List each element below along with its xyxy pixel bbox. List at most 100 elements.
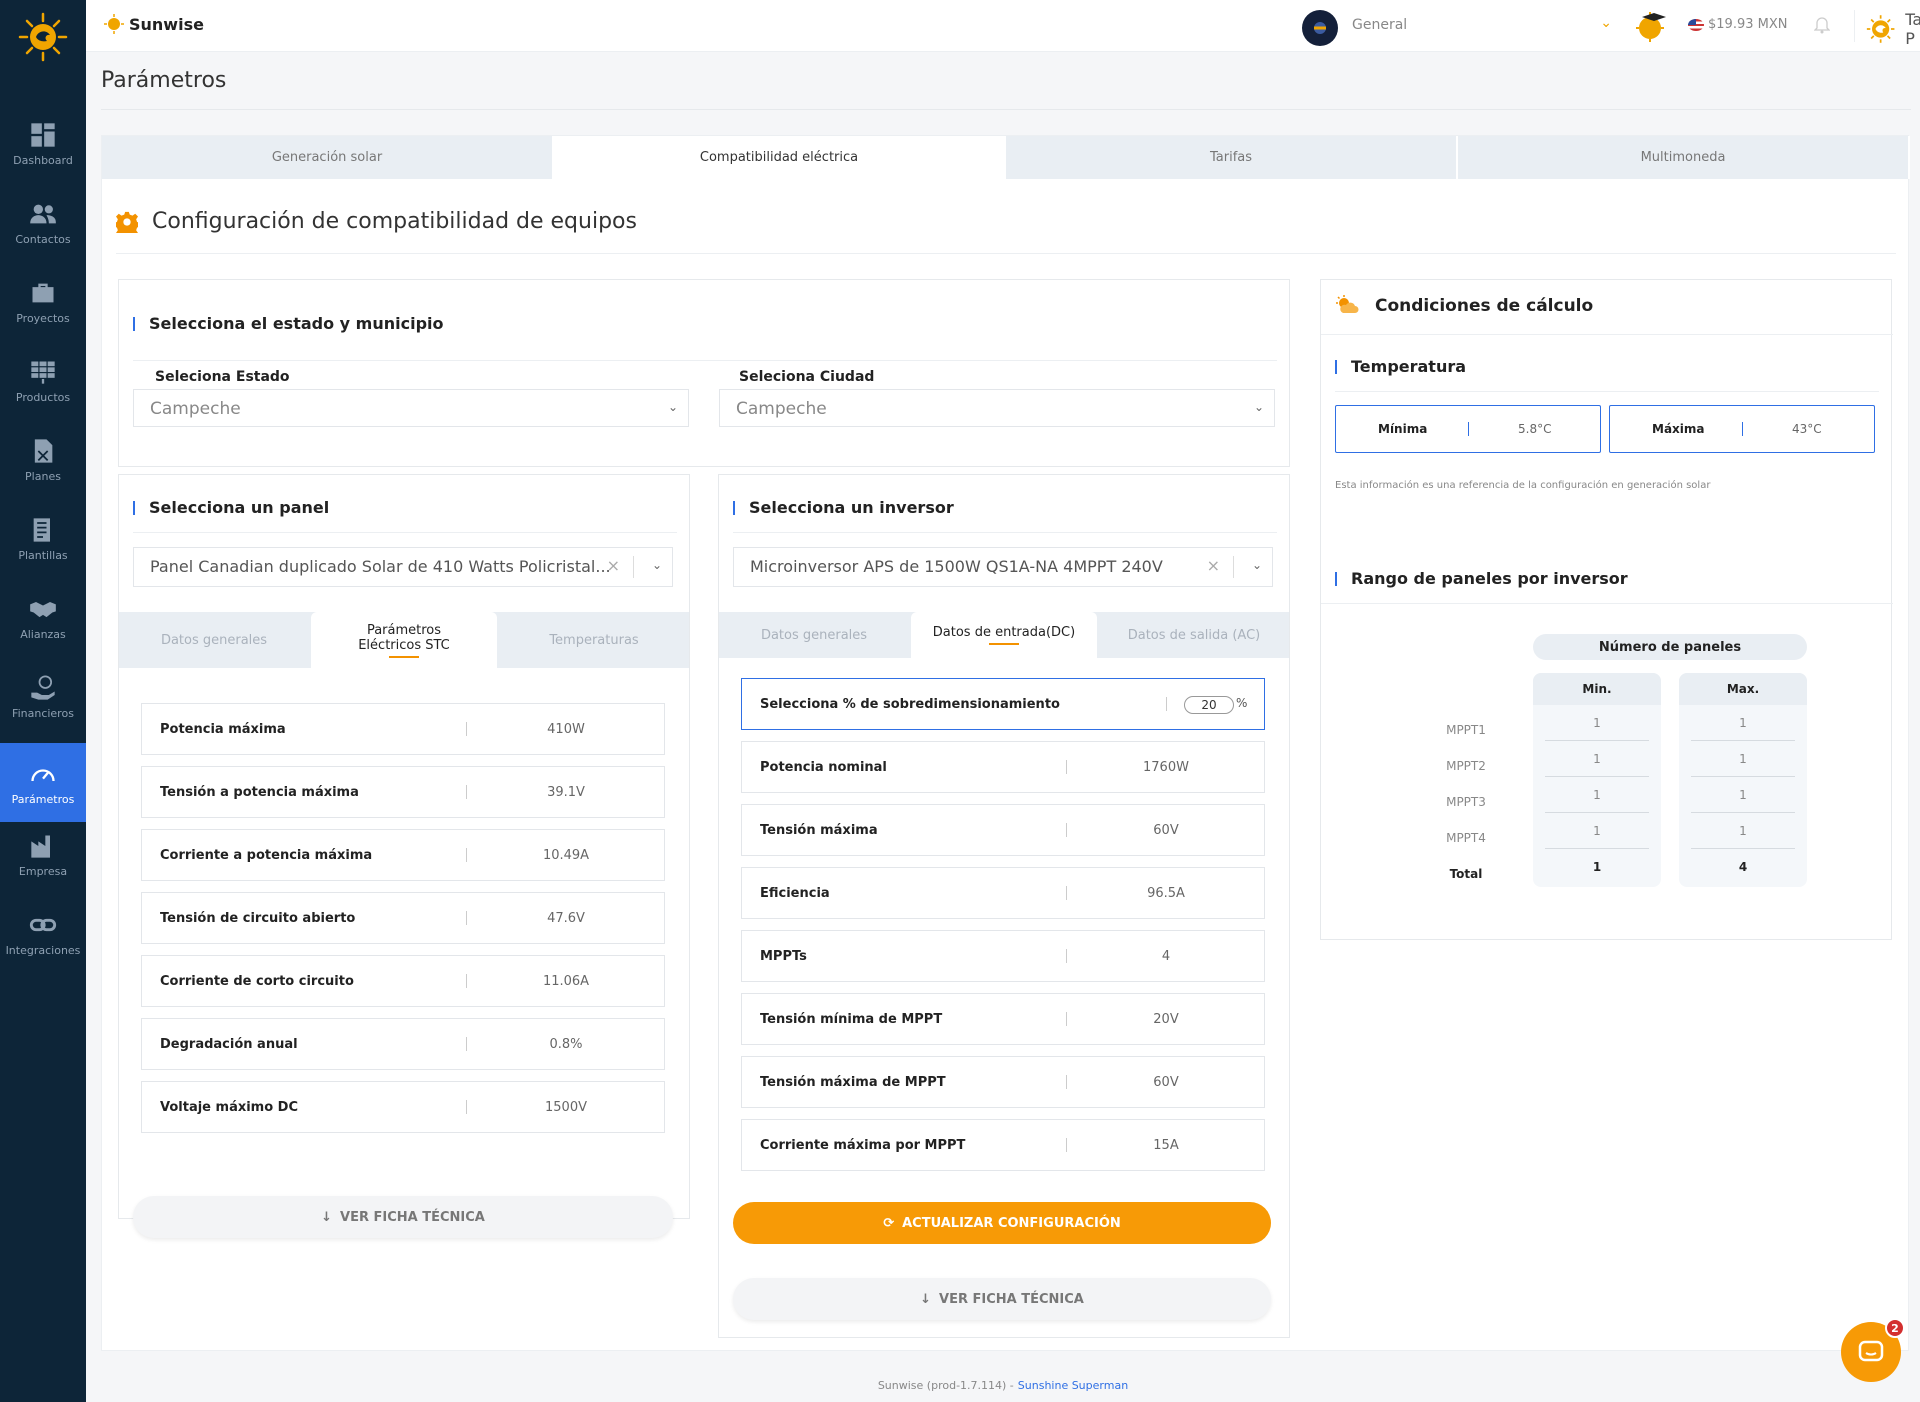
active-underline: [389, 655, 419, 658]
mppt1-min: 1: [1545, 705, 1649, 741]
chevron-down-icon[interactable]: ⌄: [651, 558, 662, 572]
sidebar-item-integraciones[interactable]: Integraciones: [0, 894, 86, 973]
parameter-value: 1760W: [1143, 759, 1189, 775]
handshake-icon: [30, 601, 56, 617]
temp-min-field[interactable]: Mínima 5.8°C: [1335, 405, 1601, 453]
oversize-input[interactable]: 20: [1184, 696, 1234, 714]
panel-card: Selecciona un panel Panel Canadian dupli…: [118, 474, 690, 1238]
refresh-icon: ⟳: [883, 1215, 895, 1231]
header-divider: [1854, 10, 1855, 42]
tab-datos-entrada[interactable]: Datos de entrada(DC): [911, 612, 1097, 658]
parameter-value: 96.5A: [1147, 885, 1185, 901]
speedometer-icon: [31, 768, 55, 781]
actualizar-configuracion-button[interactable]: ⟳ ACTUALIZAR CONFIGURACIÓN: [733, 1202, 1271, 1244]
sidebar-item-label: Planes: [25, 469, 61, 483]
tab-datos-salida[interactable]: Datos de salida (AC): [1101, 612, 1287, 658]
graduation-sun-icon[interactable]: [1632, 8, 1668, 44]
button-label: VER FICHA TÉCNICA: [340, 1209, 485, 1225]
gear-icon: [116, 211, 138, 233]
sidebar-item-productos[interactable]: Productos: [0, 341, 86, 420]
sidebar-item-empresa[interactable]: Empresa: [0, 815, 86, 894]
row-divider: [466, 848, 467, 862]
tab-multimoneda[interactable]: Multimoneda: [1458, 136, 1910, 179]
button-label: ACTUALIZAR CONFIGURACIÓN: [902, 1215, 1121, 1231]
parameter-label: Tensión de circuito abierto: [160, 910, 356, 926]
tab-datos-generales[interactable]: Datos generales: [721, 612, 907, 658]
parameter-label: Potencia nominal: [760, 759, 887, 775]
parameter-row: Corriente de corto circuito 11.06A: [141, 955, 665, 1007]
parameter-row: Corriente máxima por MPPT 15A: [741, 1119, 1265, 1171]
inverter-select[interactable]: Microinversor APS de 1500W QS1A-NA 4MPPT…: [733, 547, 1273, 587]
tab-temperaturas[interactable]: Temperaturas: [501, 612, 687, 668]
sidebar-item-financieros[interactable]: Financieros: [0, 657, 86, 736]
sidebar-item-contactos[interactable]: Contactos: [0, 183, 86, 262]
workspace-select[interactable]: General ⌄: [1352, 15, 1612, 33]
chevron-down-icon: ⌄: [1600, 15, 1612, 31]
brand[interactable]: Sunwise: [104, 14, 204, 34]
mppt3-max: 1: [1691, 777, 1795, 813]
range-card: Rango de paneles por inversor Número de …: [1320, 546, 1893, 940]
sidebar-item-label: Proyectos: [16, 311, 70, 325]
panel-select[interactable]: Panel Canadian duplicado Solar de 410 Wa…: [133, 547, 673, 587]
footer-link[interactable]: Sunshine Superman: [1017, 1378, 1129, 1392]
tab-tarifas[interactable]: Tarifas: [1006, 136, 1458, 179]
parameter-value: 10.49A: [542, 847, 590, 863]
inverter-title: Selecciona un inversor: [733, 498, 954, 517]
divider: [1335, 391, 1879, 392]
section-title: Configuración de compatibilidad de equip…: [116, 209, 637, 234]
sidebar-item-parametros[interactable]: Parámetros: [0, 743, 86, 822]
parameter-value: 1500V: [545, 1099, 587, 1115]
inverter-card: Selecciona un inversor Microinversor APS…: [718, 474, 1290, 1338]
parameter-value: 60V: [1153, 822, 1179, 838]
parameter-label: Corriente a potencia máxima: [160, 847, 373, 863]
row-divider: [1066, 886, 1067, 900]
parameter-row: MPPTs 4: [741, 930, 1265, 982]
sidebar-item-label: Financieros: [12, 706, 74, 720]
top-header: Sunwise General ⌄ $19.93 MXN Tammy P: [86, 0, 1920, 52]
sidebar-item-planes[interactable]: Planes: [0, 420, 86, 499]
chevron-down-icon[interactable]: ⌄: [1251, 558, 1262, 572]
ver-ficha-tecnica-button[interactable]: ↓ VER FICHA TÉCNICA: [733, 1278, 1271, 1320]
sidebar-item-label: Integraciones: [5, 943, 81, 957]
chevron-down-icon: ⌄: [1253, 400, 1264, 414]
workspace-avatar[interactable]: [1302, 10, 1338, 46]
footer: Sunwise (prod-1.7.114) - Sunshine Superm…: [86, 1368, 1920, 1402]
sidebar-item-label: Plantillas: [18, 548, 68, 562]
city-select[interactable]: Campeche ⌄: [719, 389, 1275, 427]
temp-max-field[interactable]: Máxima 43°C: [1609, 405, 1875, 453]
sidebar-item-proyectos[interactable]: Proyectos: [0, 262, 86, 341]
state-select[interactable]: Campeche ⌄: [133, 389, 689, 427]
bell-icon[interactable]: [1814, 16, 1830, 34]
arrow-down-icon: ↓: [321, 1209, 333, 1225]
tab-parametros-electricos[interactable]: Parámetros Eléctricos STC: [311, 612, 497, 668]
user-menu[interactable]: Tammy P: [1866, 10, 1920, 48]
tab-datos-generales[interactable]: Datos generales: [121, 612, 307, 668]
field-divider: [1742, 422, 1743, 436]
mppt3-min: 1: [1545, 777, 1649, 813]
sunwise-logo-icon[interactable]: [18, 12, 68, 62]
sidebar-item-dashboard[interactable]: Dashboard: [0, 104, 86, 183]
chat-launcher-button[interactable]: 2: [1841, 1318, 1905, 1382]
clear-icon[interactable]: ×: [606, 556, 620, 575]
parameter-value: 0.8%: [549, 1036, 583, 1052]
temperature-title: Temperatura: [1334, 357, 1467, 376]
tab-generacion-solar[interactable]: Generación solar: [102, 136, 554, 179]
sidebar-item-label: Contactos: [15, 232, 71, 246]
sidebar-item-alianzas[interactable]: Alianzas: [0, 578, 86, 657]
sidebar-item-label: Parámetros: [11, 792, 75, 806]
tab-compatibilidad-electrica[interactable]: Compatibilidad eléctrica: [554, 136, 1006, 179]
select-divider: [633, 556, 634, 578]
mppt3-label: MPPT3: [1446, 795, 1486, 809]
mppt1-label: MPPT1: [1446, 723, 1486, 737]
parameter-label: Tensión a potencia máxima: [160, 784, 359, 800]
sidebar-item-plantillas[interactable]: Plantillas: [0, 499, 86, 578]
conditions-title: Condiciones de cálculo: [1375, 296, 1594, 316]
factory-icon: [31, 835, 50, 858]
percent-unit: %: [1236, 696, 1248, 710]
city-select-value: Campeche: [736, 399, 827, 419]
ver-ficha-tecnica-button[interactable]: ↓ VER FICHA TÉCNICA: [133, 1196, 673, 1238]
clear-icon[interactable]: ×: [1206, 556, 1220, 575]
currency-indicator[interactable]: $19.93 MXN: [1688, 17, 1787, 32]
total-min: 1: [1592, 860, 1602, 874]
state-label: Seleciona Estado: [155, 369, 290, 385]
